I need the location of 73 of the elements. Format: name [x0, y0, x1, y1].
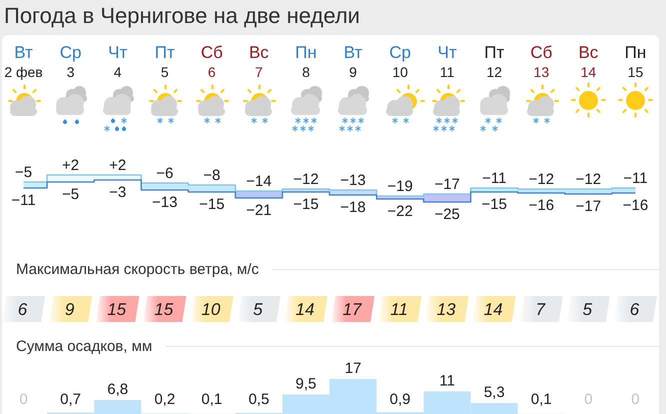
data-label: −12 — [528, 171, 554, 188]
data-label: 14 — [484, 300, 503, 319]
x-tick-label: Пт 12 — [484, 43, 504, 80]
x-tick-label: Пн 15 — [624, 43, 646, 80]
data-label: 6,8 — [107, 381, 128, 398]
x-tick-label: Вс 7 — [248, 43, 270, 80]
data-label: −6 — [156, 165, 174, 182]
data-label: 5 — [253, 300, 264, 319]
data-label: 10 — [201, 300, 221, 319]
data-label: 17 — [342, 300, 362, 319]
data-label: 0,1 — [530, 391, 552, 408]
chart-title: Максимальная скорость ветра, м/с — [16, 261, 260, 278]
data-label: 0 — [584, 391, 593, 408]
data-label: 0,1 — [201, 391, 222, 408]
data-label: 0 — [631, 391, 640, 408]
data-label: 0,9 — [390, 391, 411, 408]
data-label: −17 — [434, 176, 460, 193]
data-label: −13 — [340, 172, 366, 189]
data-label: 0 — [19, 391, 28, 408]
data-label: 7 — [536, 300, 546, 319]
data-label: 9,5 — [296, 375, 316, 392]
data-label: −15 — [482, 196, 507, 213]
data-label: +2 — [109, 157, 126, 174]
data-label: −25 — [434, 206, 460, 223]
data-label: −3 — [109, 184, 126, 201]
data-label: −14 — [246, 173, 272, 190]
data-label: −11 — [11, 192, 36, 209]
data-label: 5 — [582, 300, 593, 319]
data-label: −18 — [340, 199, 366, 216]
data-label: −21 — [246, 202, 272, 219]
data-label: −17 — [576, 198, 602, 215]
data-label: −15 — [293, 196, 319, 213]
data-label: 15 — [107, 300, 127, 319]
data-label: −5 — [62, 186, 80, 203]
x-tick-label: Ср 3 — [60, 43, 82, 80]
x-tick-label: Пн 8 — [295, 43, 317, 80]
data-label: −15 — [199, 196, 225, 213]
data-label: 14 — [296, 300, 314, 319]
data-label: −22 — [387, 203, 413, 220]
data-label: 0,5 — [248, 391, 270, 408]
data-label: 11 — [390, 300, 408, 319]
x-tick-label: Чт 11 — [438, 43, 457, 80]
data-label: −19 — [387, 178, 413, 195]
data-label: 6 — [18, 300, 28, 319]
x-tick-label: Чт 4 — [108, 43, 128, 80]
data-label: −11 — [482, 170, 506, 187]
data-label: 6 — [630, 300, 640, 319]
data-label: 15 — [154, 300, 174, 319]
data-label: +2 — [62, 157, 80, 174]
data-label: −16 — [622, 197, 648, 214]
x-tick-label: Вт 9 — [344, 43, 363, 80]
data-label: 13 — [436, 300, 456, 319]
x-tick-label: Сб 6 — [200, 43, 224, 80]
data-label: 5,3 — [484, 384, 505, 402]
data-label: 0,7 — [60, 391, 82, 408]
chart-title: Погода в Чернигове на две недели — [4, 3, 360, 28]
x-tick-label: Сб 13 — [530, 43, 553, 80]
data-label: 9 — [64, 300, 75, 319]
data-label: −5 — [14, 164, 32, 181]
x-tick-label: Вс 14 — [578, 43, 599, 80]
data-label: −12 — [293, 171, 319, 188]
data-label: −16 — [528, 197, 554, 214]
data-label: −8 — [203, 167, 220, 184]
x-tick-label: Пт 5 — [154, 43, 175, 80]
data-label: −13 — [152, 194, 178, 211]
x-tick-label: Ср 10 — [389, 43, 411, 80]
x-tick-label: Вт 2 фев — [4, 43, 43, 80]
data-label: 0,2 — [154, 391, 176, 408]
data-label: 17 — [344, 360, 362, 377]
chart-title: Сумма осадков, мм — [16, 338, 152, 355]
data-label: −11 — [623, 170, 648, 187]
data-label: −12 — [576, 171, 602, 188]
data-label: 11 — [439, 372, 455, 390]
